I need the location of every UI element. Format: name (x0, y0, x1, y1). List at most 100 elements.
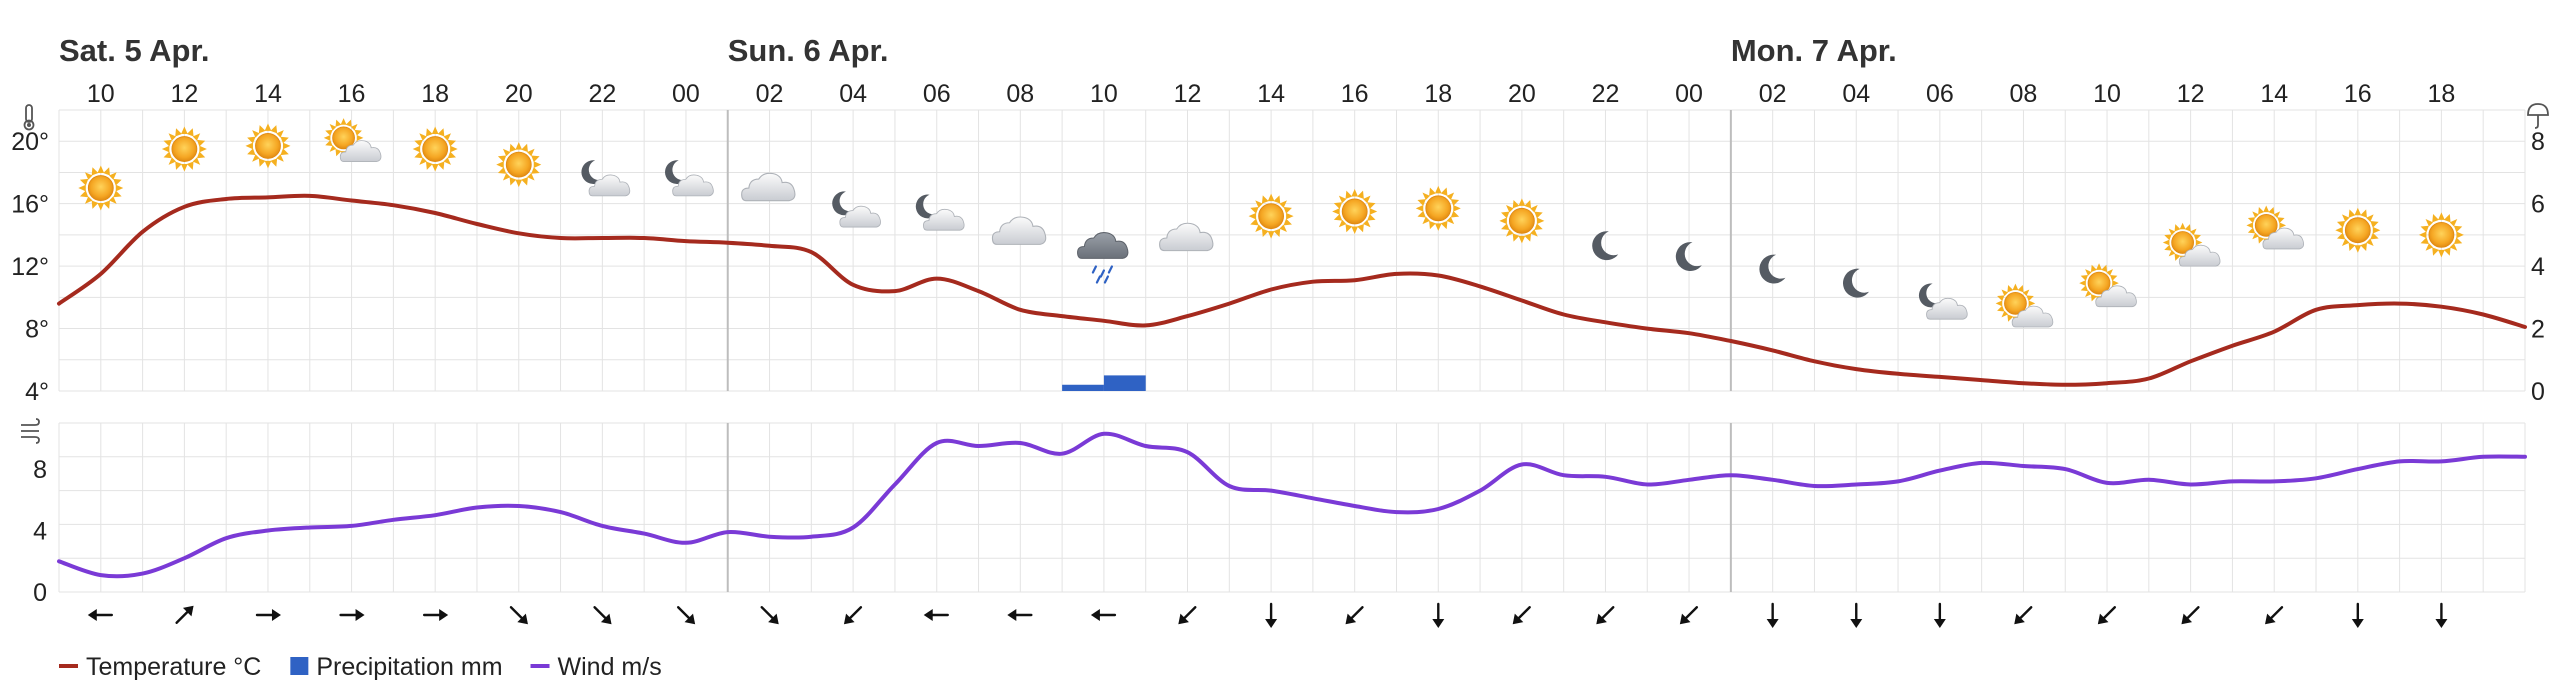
hour-tick-label: 20 (1508, 80, 1536, 108)
temperature-tick-label: 4° (25, 378, 49, 406)
temperature-panel: 4° 8° 12° 16° 20° 0 2 4 6 8 (11, 109, 2545, 406)
wind-arrow-icon (1432, 602, 1445, 628)
hour-tick-label: 06 (1926, 80, 1954, 108)
moon-cloud-icon (581, 160, 631, 197)
precipitation-axis: 0 2 4 6 8 (2531, 128, 2545, 406)
hour-tick-label: 18 (1424, 80, 1452, 108)
wind-tick-label: 8 (33, 456, 47, 484)
wind-arrow-icon (1512, 606, 1531, 625)
wind-arrow-icon (175, 605, 194, 624)
legend-label: Temperature °C (86, 653, 261, 681)
hour-tick-label: 04 (1842, 80, 1870, 108)
precipitation-bar (1062, 384, 1104, 391)
hour-tick-label: 10 (1090, 80, 1118, 108)
wind-arrow-icon (422, 609, 449, 621)
sun-cloud-icon (1995, 283, 2054, 328)
thermometer-icon (23, 104, 35, 131)
precipitation-tick-label: 2 (2531, 316, 2545, 344)
wind-arrow-icon (843, 606, 863, 625)
raindrop (1107, 265, 1114, 274)
wind-axis: 0 4 8 (33, 456, 47, 607)
sun-cloud-icon (2078, 262, 2137, 308)
wind-arrow-icon (1850, 602, 1863, 628)
weather-symbols (77, 117, 2465, 328)
hour-tick-label: 22 (1592, 80, 1620, 108)
wind-arrow-icon (1007, 609, 1033, 621)
hour-tick-label: 18 (421, 80, 449, 108)
wind-arrow-icon (923, 609, 949, 621)
sun-icon (1498, 197, 1545, 244)
wind-arrow-icon (255, 609, 281, 621)
wind-arrow-icon (2351, 602, 2364, 628)
wind-arrow-icon (1178, 606, 1197, 625)
raindrop (1099, 269, 1106, 278)
cloud-icon (741, 172, 796, 202)
precipitation-tick-label: 8 (2531, 128, 2545, 156)
hour-tick-label: 12 (170, 80, 198, 108)
umbrella-icon (2527, 103, 2549, 129)
hour-tick-label: 02 (756, 80, 784, 108)
hour-tick-label: 16 (1341, 80, 1369, 108)
sun-icon (412, 126, 459, 172)
wind-arrow-icon (2181, 606, 2200, 625)
wind-arrow-icon (2097, 606, 2117, 625)
precipitation-bars (1062, 375, 1146, 391)
hour-tick-label: 16 (338, 80, 366, 108)
temperature-tick-label: 16° (11, 191, 49, 219)
precipitation-tick-label: 4 (2531, 253, 2545, 281)
hour-tick-label: 12 (1174, 80, 1202, 108)
precipitation-tick-label: 0 (2531, 378, 2545, 406)
wind-arrow-icon (1090, 609, 1117, 621)
legend-label: Precipitation mm (316, 653, 502, 681)
legend-label: Wind m/s (558, 653, 662, 681)
day-label: Sat. 5 Apr. (59, 33, 209, 68)
precipitation-tick-label: 6 (2531, 191, 2545, 219)
moon-cloud-icon (1918, 283, 1968, 320)
wind-arrow-icon (593, 606, 612, 625)
hour-axis: 10 12 14 16 18 20 22 00 02 04 06 08 10 12 14 16 18 20 22 00… (87, 80, 2455, 108)
hour-tick-label: 22 (588, 80, 616, 108)
wind-arrow-icon (1766, 602, 1779, 628)
wind-arrow-icon (1933, 602, 1946, 628)
hour-tick-label: 06 (923, 80, 951, 108)
wind-tick-label: 0 (33, 579, 47, 607)
temperature-tick-label: 20° (11, 128, 49, 156)
precipitation-bar (1103, 375, 1146, 391)
sun-icon (1248, 193, 1295, 240)
sun-icon (495, 141, 542, 188)
hour-tick-label: 14 (1257, 80, 1285, 108)
wind-arrow-icon (1265, 602, 1278, 628)
temperature-line (57, 193, 2527, 387)
sun-icon (77, 165, 124, 211)
wind-arrow-icon (2014, 606, 2033, 625)
wind-panel: 0 4 8 (33, 422, 2527, 607)
raindrop (1091, 265, 1098, 274)
sun-icon (1331, 188, 1378, 235)
wind-arrow-icon (2435, 602, 2448, 628)
wind-tick-label: 4 (33, 518, 47, 546)
hour-tick-label: 16 (2344, 80, 2372, 108)
wind-arrow-icon (339, 609, 365, 621)
hour-tick-label: 04 (839, 80, 867, 108)
sun-cloud-icon (2162, 222, 2221, 267)
sun-icon (161, 126, 208, 172)
moon-cloud-icon (832, 191, 881, 228)
hour-tick-label: 08 (2010, 80, 2038, 108)
wind-direction-arrows (87, 602, 2448, 628)
legend: Temperature °C Precipitation mm Wind m/s (59, 653, 662, 681)
moon-cloud-icon (915, 194, 965, 231)
wind-grid (58, 422, 2526, 593)
legend-item: Temperature °C (59, 653, 261, 681)
raindrop (1095, 275, 1102, 284)
wind-arrow-icon (87, 609, 113, 621)
legend-item: Precipitation mm (290, 653, 503, 681)
hour-tick-label: 00 (1675, 80, 1703, 108)
temperature-tick-label: 12° (11, 253, 49, 281)
wind-icon (21, 418, 40, 444)
hour-tick-label: 02 (1759, 80, 1787, 108)
hour-tick-label: 20 (505, 80, 533, 108)
wind-arrow-icon (760, 606, 779, 625)
cloud-icon (991, 216, 1047, 245)
rain-cloud-icon (1077, 232, 1129, 284)
